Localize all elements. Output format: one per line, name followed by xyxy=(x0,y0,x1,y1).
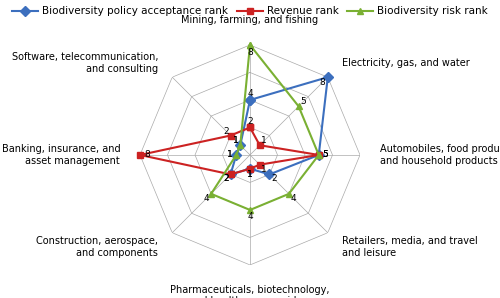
Text: Mining, farming, and fishing: Mining, farming, and fishing xyxy=(182,15,318,25)
Text: 5: 5 xyxy=(322,150,328,159)
Text: 1: 1 xyxy=(261,164,267,173)
Text: 4: 4 xyxy=(247,89,253,98)
Text: 4: 4 xyxy=(290,194,296,203)
Text: 2: 2 xyxy=(224,174,229,183)
Text: 8: 8 xyxy=(144,150,150,159)
Text: 8: 8 xyxy=(247,48,253,57)
Text: 8: 8 xyxy=(320,78,326,87)
Text: 4: 4 xyxy=(247,212,253,221)
Text: Automobiles, food products,
and household products: Automobiles, food products, and househol… xyxy=(380,144,500,166)
Text: 1: 1 xyxy=(247,170,253,179)
Text: 5: 5 xyxy=(300,97,306,106)
Text: 1: 1 xyxy=(247,170,253,179)
Text: 2: 2 xyxy=(247,117,253,126)
Text: Software, telecommunication,
and consulting: Software, telecommunication, and consult… xyxy=(12,52,158,74)
Legend: Biodiversity policy acceptance rank, Revenue rank, Biodiversity risk rank: Biodiversity policy acceptance rank, Rev… xyxy=(8,2,492,21)
Text: 5: 5 xyxy=(322,150,328,159)
Text: Pharmaceuticals, biotechnology,
and healthcare providers: Pharmaceuticals, biotechnology, and heal… xyxy=(170,285,330,298)
Text: Retailers, media, and travel
and leisure: Retailers, media, and travel and leisure xyxy=(342,236,477,257)
Text: 1: 1 xyxy=(227,150,233,159)
Text: Electricity, gas, and water: Electricity, gas, and water xyxy=(342,58,469,68)
Text: 1: 1 xyxy=(227,150,233,159)
Text: Construction, aerospace,
and components: Construction, aerospace, and components xyxy=(36,236,158,257)
Text: 2: 2 xyxy=(271,174,276,183)
Text: 2: 2 xyxy=(224,174,229,183)
Text: 2: 2 xyxy=(224,127,229,136)
Text: Banking, insurance, and
asset management: Banking, insurance, and asset management xyxy=(2,144,120,166)
Text: 1: 1 xyxy=(233,136,239,145)
Text: 5: 5 xyxy=(322,150,328,159)
Text: 4: 4 xyxy=(204,194,210,203)
Text: 1: 1 xyxy=(233,136,239,145)
Text: 1: 1 xyxy=(261,136,267,145)
